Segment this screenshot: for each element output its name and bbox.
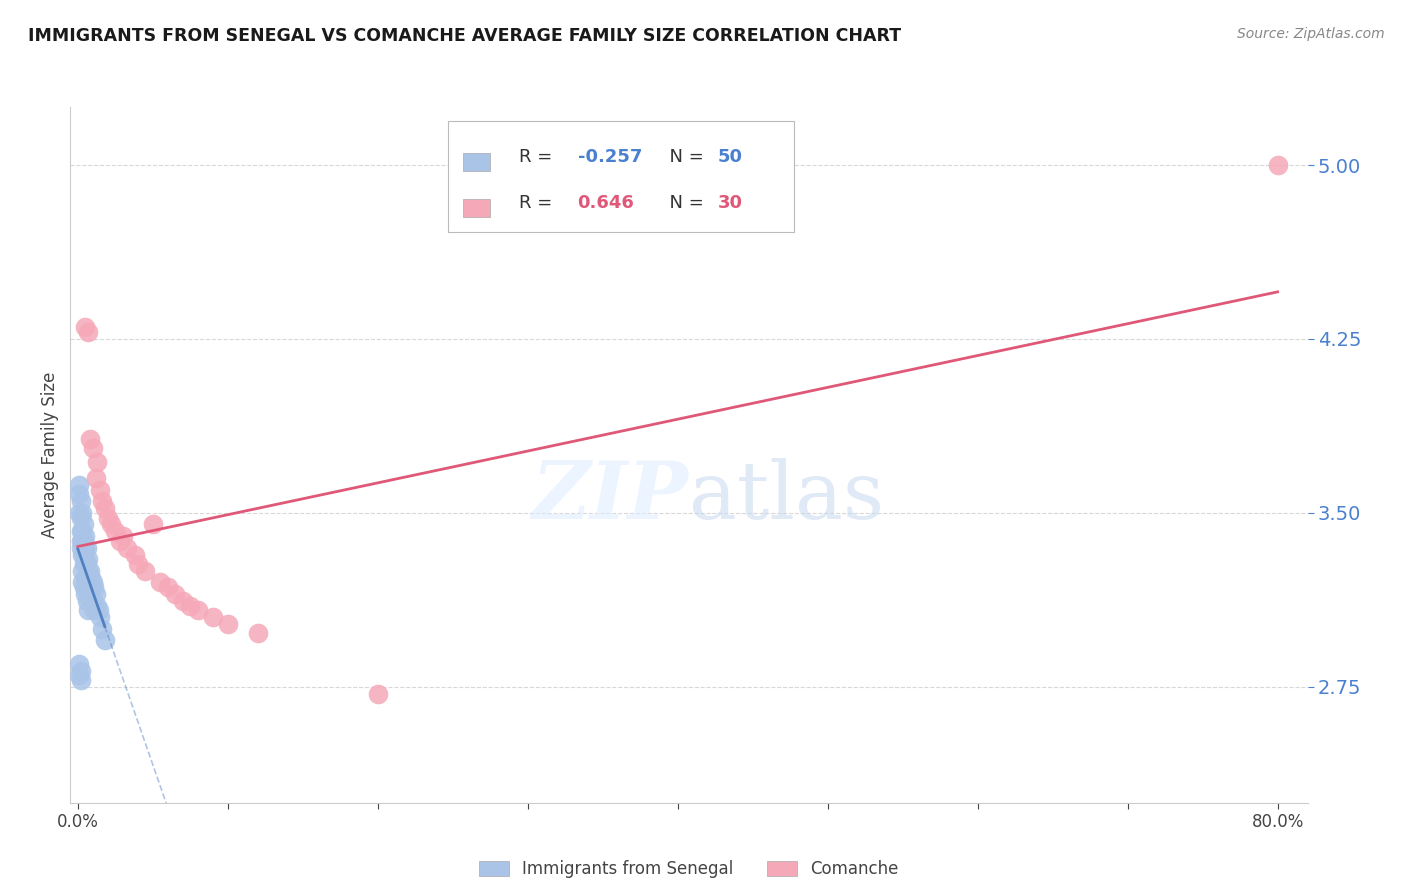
Point bbox=[124, 548, 146, 562]
Point bbox=[84, 471, 107, 485]
Point bbox=[80, 571, 103, 585]
Y-axis label: Average Family Size: Average Family Size bbox=[41, 372, 59, 538]
Point bbox=[94, 633, 117, 648]
Point bbox=[89, 610, 111, 624]
Legend: Immigrants from Senegal, Comanche: Immigrants from Senegal, Comanche bbox=[472, 854, 905, 885]
Point bbox=[117, 541, 139, 555]
Point bbox=[77, 564, 100, 578]
Point bbox=[187, 603, 209, 617]
Point bbox=[77, 325, 100, 339]
Point bbox=[201, 610, 224, 624]
Point bbox=[73, 548, 96, 562]
Point bbox=[77, 603, 100, 617]
Point bbox=[75, 571, 97, 585]
Point bbox=[73, 557, 96, 571]
Point bbox=[246, 626, 269, 640]
Text: 30: 30 bbox=[717, 194, 742, 212]
Point bbox=[111, 529, 134, 543]
Point bbox=[76, 594, 98, 608]
Text: 0.646: 0.646 bbox=[578, 194, 634, 212]
Text: IMMIGRANTS FROM SENEGAL VS COMANCHE AVERAGE FAMILY SIZE CORRELATION CHART: IMMIGRANTS FROM SENEGAL VS COMANCHE AVER… bbox=[28, 27, 901, 45]
Text: Source: ZipAtlas.com: Source: ZipAtlas.com bbox=[1237, 27, 1385, 41]
Point bbox=[67, 478, 90, 492]
Point bbox=[75, 587, 97, 601]
FancyBboxPatch shape bbox=[463, 153, 489, 171]
Point bbox=[90, 622, 112, 636]
Point bbox=[69, 510, 91, 524]
Point bbox=[75, 557, 97, 571]
Point bbox=[86, 455, 108, 469]
Point bbox=[82, 441, 104, 455]
Point bbox=[149, 575, 172, 590]
Text: 50: 50 bbox=[717, 148, 742, 166]
Point bbox=[72, 533, 94, 548]
Point bbox=[82, 594, 104, 608]
Text: R =: R = bbox=[519, 148, 558, 166]
Text: R =: R = bbox=[519, 194, 564, 212]
Point bbox=[86, 599, 108, 613]
Point bbox=[72, 548, 94, 562]
Point bbox=[134, 564, 156, 578]
Text: -0.257: -0.257 bbox=[578, 148, 643, 166]
Point bbox=[172, 594, 194, 608]
Point bbox=[72, 524, 94, 539]
Point bbox=[80, 587, 103, 601]
Point bbox=[108, 533, 131, 548]
Point bbox=[69, 524, 91, 539]
Point bbox=[69, 673, 91, 687]
Point bbox=[97, 510, 120, 524]
Point bbox=[165, 587, 187, 601]
Point bbox=[104, 524, 127, 539]
Point bbox=[94, 501, 117, 516]
Point bbox=[72, 564, 94, 578]
Point bbox=[69, 494, 91, 508]
Point bbox=[89, 483, 111, 497]
Point bbox=[76, 541, 98, 555]
Point bbox=[67, 668, 90, 682]
Point bbox=[77, 552, 100, 566]
Point bbox=[142, 517, 165, 532]
Point bbox=[82, 575, 104, 590]
Point bbox=[72, 575, 94, 590]
Point bbox=[100, 517, 122, 532]
Point bbox=[67, 487, 90, 501]
Text: ZIP: ZIP bbox=[531, 458, 689, 535]
Point bbox=[69, 533, 91, 548]
FancyBboxPatch shape bbox=[447, 121, 794, 232]
Point bbox=[75, 320, 97, 334]
Point bbox=[83, 603, 105, 617]
Point bbox=[179, 599, 201, 613]
Text: atlas: atlas bbox=[689, 458, 884, 536]
Point bbox=[73, 533, 96, 548]
Point bbox=[156, 580, 179, 594]
Point bbox=[75, 541, 97, 555]
Point bbox=[76, 571, 98, 585]
Point bbox=[90, 494, 112, 508]
Point bbox=[77, 580, 100, 594]
Point bbox=[73, 580, 96, 594]
Point bbox=[76, 557, 98, 571]
Point bbox=[72, 506, 94, 520]
Point bbox=[83, 580, 105, 594]
Point bbox=[217, 617, 239, 632]
Point bbox=[367, 687, 389, 701]
Point bbox=[79, 564, 101, 578]
Point bbox=[1267, 158, 1289, 172]
Point bbox=[79, 432, 101, 446]
FancyBboxPatch shape bbox=[463, 199, 489, 217]
Point bbox=[67, 657, 90, 671]
Point bbox=[75, 529, 97, 543]
Point bbox=[73, 517, 96, 532]
Point bbox=[84, 587, 107, 601]
Text: N =: N = bbox=[658, 194, 710, 212]
Point bbox=[69, 664, 91, 678]
Point bbox=[127, 557, 149, 571]
Point bbox=[79, 580, 101, 594]
Point bbox=[67, 506, 90, 520]
Text: N =: N = bbox=[658, 148, 710, 166]
Point bbox=[87, 603, 110, 617]
Point bbox=[69, 541, 91, 555]
